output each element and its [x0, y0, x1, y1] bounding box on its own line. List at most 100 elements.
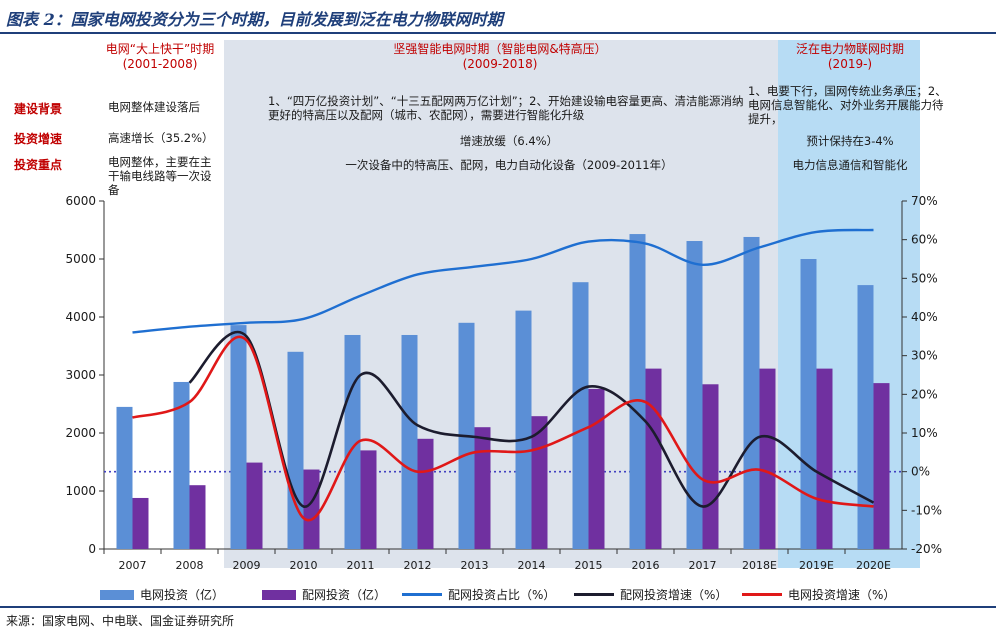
p2-background: 1、“四万亿投资计划”、“十三五配网两万亿计划”；2、开始建设输电容量更高、清洁… [268, 94, 744, 122]
top-rule [0, 32, 996, 34]
x-tick-label: 2010 [290, 559, 318, 572]
p3-growth: 预计保持在3-4% [806, 134, 894, 148]
period3-years: (2019-) [827, 57, 873, 71]
right-tick-label: 0% [911, 465, 930, 479]
share-line [132, 228, 874, 334]
p3-focus: 电力信息通信和智能化 [792, 158, 908, 172]
legend-dist-growth: 配网投资增速（%） [574, 586, 727, 603]
grid-invest-bar [287, 351, 304, 549]
x-tick-label: 2012 [404, 559, 432, 572]
dist-invest-bar [873, 383, 890, 549]
left-tick-label: 1000 [65, 484, 96, 498]
grid-invest-bar [743, 236, 760, 549]
grid-invest-bar [857, 285, 874, 549]
left-tick-label: 2000 [65, 426, 96, 440]
dist-invest-bar [588, 388, 605, 549]
x-tick-label: 2017 [689, 559, 717, 572]
x-tick-label: 2018E [742, 559, 777, 572]
period2-name: 坚强智能电网时期（智能电网&特高压） [393, 42, 607, 56]
legend-swatch-grid-invest [100, 589, 134, 600]
legend-swatch-share [402, 593, 442, 596]
x-tick-label: 2011 [347, 559, 375, 572]
x-tick-label: 2014 [518, 559, 546, 572]
grid-invest-bar [515, 310, 532, 549]
period1-years: (2001-2008) [122, 57, 198, 71]
legend-share: 配网投资占比（%） [402, 586, 555, 603]
right-tick-label: 70% [911, 194, 938, 208]
period1-header: 电网“大上快干”时期 (2001-2008) [90, 42, 230, 72]
legend-swatch-dist-growth [574, 593, 614, 596]
legend-label-dist-growth: 配网投资增速（%） [620, 588, 728, 602]
grid-invest-bar [344, 334, 361, 549]
x-tick-label: 2007 [119, 559, 147, 572]
x-tick-label: 2009 [233, 559, 261, 572]
right-tick-label: 20% [911, 387, 938, 401]
x-tick-label: 2013 [461, 559, 489, 572]
legend-grid-invest: 电网投资（亿） [100, 586, 224, 603]
p3-background: 1、电要下行，国网传统业务承压；2、电网信息智能化、对外业务开展能力待提升， [748, 84, 947, 126]
row-label-background: 建设背景 [14, 102, 63, 116]
dist-invest-bar [189, 485, 206, 549]
bottom-rule [0, 606, 996, 608]
right-tick-label: -20% [911, 542, 942, 556]
dist-invest-bar [417, 438, 434, 549]
p1-background: 电网整体建设落后 [108, 100, 200, 114]
x-tick-label: 2020E [856, 559, 891, 572]
dist-invest-bar [303, 469, 320, 549]
grid-growth-line [132, 335, 874, 522]
left-tick-label: 5000 [65, 252, 96, 266]
period3-name: 泛在电力物联网时期 [795, 42, 904, 56]
legend-grid-growth: 电网投资增速（%） [742, 586, 895, 603]
dist-invest-bar [360, 450, 377, 549]
legend-label-share: 配网投资占比（%） [448, 588, 556, 602]
right-tick-label: 30% [911, 349, 938, 363]
right-tick-label: 40% [911, 310, 938, 324]
left-tick-label: 0 [88, 542, 96, 556]
grid-invest-bar [230, 325, 247, 549]
dist-invest-bar [132, 497, 149, 549]
row-label-focus: 投资重点 [14, 158, 63, 172]
figure-title: 图表 2：国家电网投资分为三个时期，目前发展到泛在电力物联网时期 [6, 10, 503, 29]
dist-invest-bar [702, 384, 719, 549]
right-tick-label: -10% [911, 503, 942, 517]
dist-invest-bar [645, 368, 662, 549]
dist-invest-bar [474, 427, 491, 549]
period1-name: 电网“大上快干”时期 [105, 42, 215, 56]
right-tick-label: 50% [911, 271, 938, 285]
legend-dist-invest: 配网投资（亿） [262, 586, 386, 603]
dist-invest-bar [759, 368, 776, 549]
x-tick-label: 2019E [799, 559, 834, 572]
x-tick-label: 2008 [176, 559, 204, 572]
source-note: 来源：国家电网、中电联、国金证券研究所 [6, 614, 235, 628]
grid-invest-bar [401, 334, 418, 549]
period3-header: 泛在电力物联网时期 (2019-) [782, 42, 918, 72]
dist-invest-bar [816, 368, 833, 549]
legend-label-grid-invest: 电网投资（亿） [140, 588, 225, 602]
grid-invest-bar [116, 406, 133, 549]
left-tick-label: 4000 [65, 310, 96, 324]
dist-growth-line [188, 330, 875, 508]
left-tick-label: 3000 [65, 368, 96, 382]
legend-label-dist-invest: 配网投资（亿） [302, 588, 387, 602]
grid-invest-bar [686, 241, 703, 549]
left-tick-label: 6000 [65, 194, 96, 208]
grid-invest-bar [572, 282, 589, 549]
legend-swatch-dist-invest [262, 589, 296, 600]
dist-invest-bar [246, 462, 263, 549]
row-label-growth: 投资增速 [14, 132, 63, 146]
p1-growth: 高速增长（35.2%） [108, 131, 214, 145]
right-tick-label: 60% [911, 233, 938, 247]
grid-invest-bar [173, 381, 190, 549]
p2-growth: 增速放缓（6.4%） [459, 134, 559, 148]
legend-swatch-grid-growth [742, 593, 782, 596]
legend-label-grid-growth: 电网投资增速（%） [788, 588, 896, 602]
period2-header: 坚强智能电网时期（智能电网&特高压） (2009-2018) [330, 42, 670, 72]
p2-focus: 一次设备中的特高压、配网，电力自动化设备（2009-2011年） [345, 158, 673, 172]
period2-years: (2009-2018) [462, 57, 538, 71]
right-tick-label: 10% [911, 426, 938, 440]
grid-invest-bar [629, 234, 646, 549]
x-tick-label: 2015 [575, 559, 603, 572]
x-tick-label: 2016 [632, 559, 660, 572]
grid-invest-bar [800, 259, 817, 549]
